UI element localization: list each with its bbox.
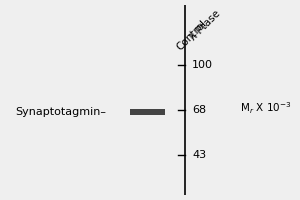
Text: Synaptotagmin–: Synaptotagmin– <box>15 107 106 117</box>
Text: 68: 68 <box>192 105 206 115</box>
Bar <box>130 109 165 115</box>
Text: Control: Control <box>175 18 209 52</box>
Text: λ Ptase: λ Ptase <box>188 8 222 42</box>
Text: 100: 100 <box>192 60 213 70</box>
Text: M$_r$ X 10$^{-3}$: M$_r$ X 10$^{-3}$ <box>240 100 292 116</box>
Text: 43: 43 <box>192 150 206 160</box>
